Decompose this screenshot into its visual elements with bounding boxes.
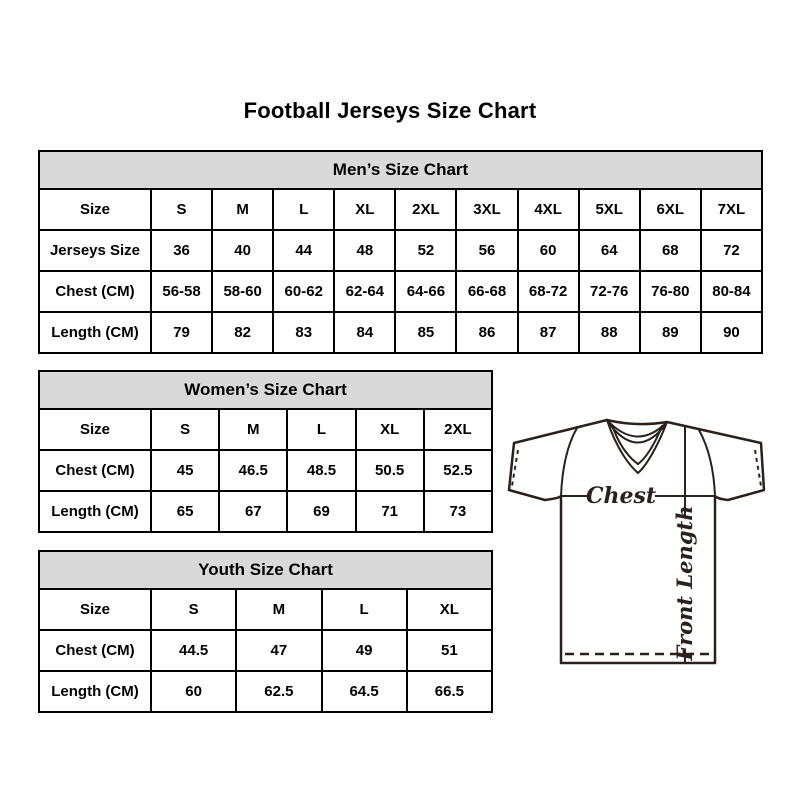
- mens-size-table: Men’s Size Chart Size S M L XL 2XL 3XL 4XL 5XL 6XL…: [38, 150, 764, 354]
- jersey-sleeve-seam-left: [560, 427, 578, 497]
- mens-data-cell: 36: [149, 229, 214, 272]
- mens-data-cell: 66-68: [455, 270, 519, 313]
- mens-header-cell: XL: [333, 188, 397, 231]
- mens-data-cell: 48: [333, 229, 397, 272]
- mens-data-cell: 72-76: [577, 270, 641, 313]
- womens-row-label: Chest (CM): [38, 449, 152, 492]
- mens-row-label: Chest (CM): [38, 270, 152, 313]
- jersey-outline: [507, 418, 766, 665]
- youth-row-label: Size: [38, 588, 152, 631]
- youth-data-cell: 62.5: [235, 670, 323, 713]
- mens-data-cell: 90: [699, 311, 764, 354]
- mens-data-cell: 64: [577, 229, 641, 272]
- youth-header-cell: S: [149, 588, 238, 631]
- mens-data-cell: 88: [577, 311, 641, 354]
- mens-data-cell: 68-72: [516, 270, 580, 313]
- mens-data-cell: 87: [516, 311, 580, 354]
- mens-data-cell: 82: [211, 311, 275, 354]
- mens-data-cell: 85: [394, 311, 458, 354]
- mens-header-cell: S: [149, 188, 214, 231]
- mens-data-cell: 58-60: [211, 270, 275, 313]
- mens-data-cell: 44: [272, 229, 336, 272]
- youth-header-cell: XL: [405, 588, 494, 631]
- mens-data-cell: 84: [333, 311, 397, 354]
- mens-data-cell: 79: [149, 311, 214, 354]
- mens-data-cell: 80-84: [699, 270, 764, 313]
- youth-data-cell: 49: [320, 629, 408, 672]
- mens-row-label: Size: [38, 188, 152, 231]
- youth-size-table: Youth Size Chart Size S M L XL Chest (CM) 44.5 4…: [38, 550, 494, 713]
- womens-data-cell: 71: [354, 490, 425, 533]
- mens-header-cell: 2XL: [394, 188, 458, 231]
- womens-header-cell: 2XL: [422, 408, 494, 451]
- youth-data-cell: 64.5: [320, 670, 408, 713]
- womens-header-cell: L: [286, 408, 357, 451]
- jersey-sleeve-seam-right: [698, 429, 716, 497]
- mens-header-cell: 3XL: [455, 188, 519, 231]
- youth-row-label: Chest (CM): [38, 629, 152, 672]
- mens-header-cell: 7XL: [699, 188, 764, 231]
- womens-data-cell: 67: [218, 490, 289, 533]
- youth-data-cell: 47: [235, 629, 323, 672]
- page-title: Football Jerseys Size Chart: [243, 98, 537, 123]
- youth-data-cell: 60: [149, 670, 238, 713]
- womens-table-title: Women’s Size Chart: [38, 370, 493, 410]
- mens-table-title: Men’s Size Chart: [38, 150, 763, 190]
- mens-data-cell: 56: [455, 229, 519, 272]
- mens-data-cell: 76-80: [638, 270, 702, 313]
- chest-label: Chest: [586, 483, 656, 509]
- mens-header-cell: 4XL: [516, 188, 580, 231]
- womens-size-table: Women’s Size Chart Size S M L XL 2XL Chest (CM)…: [38, 370, 494, 533]
- mens-data-cell: 60: [516, 229, 580, 272]
- womens-data-cell: 52.5: [422, 449, 494, 492]
- mens-data-cell: 83: [272, 311, 336, 354]
- womens-data-cell: 46.5: [218, 449, 289, 492]
- youth-data-cell: 51: [405, 629, 494, 672]
- womens-header-cell: XL: [354, 408, 425, 451]
- youth-header-cell: M: [235, 588, 323, 631]
- womens-header-cell: M: [218, 408, 289, 451]
- womens-header-cell: S: [149, 408, 221, 451]
- mens-data-cell: 72: [699, 229, 764, 272]
- mens-header-cell: L: [272, 188, 336, 231]
- mens-data-cell: 89: [638, 311, 702, 354]
- mens-data-cell: 62-64: [333, 270, 397, 313]
- youth-row-label: Length (CM): [38, 670, 152, 713]
- mens-data-cell: 56-58: [149, 270, 214, 313]
- jersey-vneck-outer: [606, 419, 668, 475]
- womens-data-cell: 65: [149, 490, 221, 533]
- womens-data-cell: 69: [286, 490, 357, 533]
- mens-data-cell: 68: [638, 229, 702, 272]
- mens-row-label: Length (CM): [38, 311, 152, 354]
- womens-data-cell: 73: [422, 490, 494, 533]
- jersey-cuff-stitch-left: [511, 449, 519, 487]
- mens-data-cell: 60-62: [272, 270, 336, 313]
- mens-data-cell: 40: [211, 229, 275, 272]
- mens-data-cell: 86: [455, 311, 519, 354]
- womens-data-cell: 45: [149, 449, 221, 492]
- jersey-cuff-stitch-right: [754, 449, 762, 487]
- front-length-label: Front Length: [672, 506, 697, 662]
- mens-header-cell: 6XL: [638, 188, 702, 231]
- womens-data-cell: 48.5: [286, 449, 357, 492]
- youth-table-title: Youth Size Chart: [38, 550, 493, 590]
- youth-data-cell: 66.5: [405, 670, 494, 713]
- youth-header-cell: L: [320, 588, 408, 631]
- jersey-measurement-diagram: Chest Front Length: [507, 418, 766, 665]
- mens-data-cell: 64-66: [394, 270, 458, 313]
- mens-data-cell: 52: [394, 229, 458, 272]
- youth-data-cell: 44.5: [149, 629, 238, 672]
- jersey-vneck-inner: [611, 424, 663, 466]
- mens-header-cell: 5XL: [577, 188, 641, 231]
- womens-row-label: Size: [38, 408, 152, 451]
- mens-header-cell: M: [211, 188, 275, 231]
- womens-data-cell: 50.5: [354, 449, 425, 492]
- mens-row-label: Jerseys Size: [38, 229, 152, 272]
- womens-row-label: Length (CM): [38, 490, 152, 533]
